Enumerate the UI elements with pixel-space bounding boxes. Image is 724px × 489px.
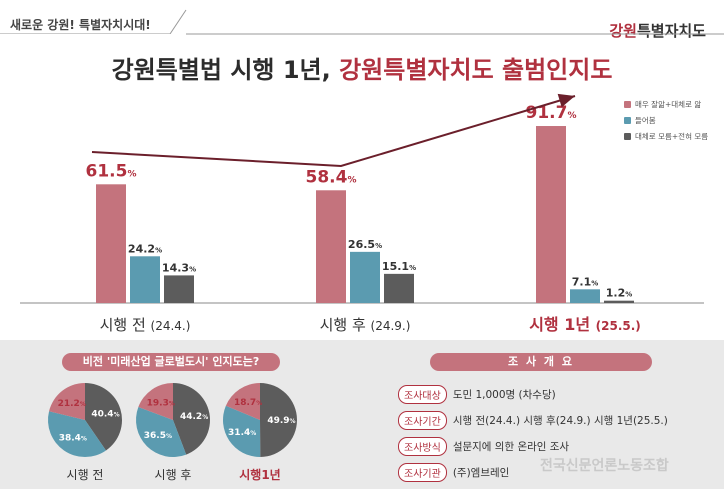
header-rule: [186, 33, 724, 35]
pie-value-0-1: 38.4%: [59, 434, 87, 444]
pie-value-2-2: 49.9%: [267, 416, 295, 426]
tick-label-0: 시행 전 (24.4.): [100, 316, 191, 334]
brand-prefix: 강원: [609, 22, 637, 40]
chart-legend: 매우 잘앎+대체로 앎 들어봄 대체로 모름+전혀 모름: [624, 96, 708, 144]
data-label-2-1: 15.1%: [382, 260, 416, 273]
data-label-1-1: 26.5%: [348, 238, 382, 251]
bar-1-1: [350, 251, 380, 303]
pie-slice-0-1: [48, 411, 106, 458]
survey-value: 시행 전(24.4.) 시행 후(24.9.) 시행 1년(25.5.): [452, 415, 668, 427]
pie-label-before: 시행 전: [66, 468, 104, 482]
survey-value: 도민 1,000명 (차수당): [452, 389, 556, 401]
pie-value-1-1: 36.5%: [144, 431, 172, 441]
headline-accent: 강원특별자치도 출범인지도: [339, 56, 613, 84]
pie-slice-1-1: [136, 407, 187, 458]
pie-value-1-2: 44.2%: [180, 412, 208, 422]
data-label-1-2: 7.1%: [572, 275, 599, 288]
page-title: 강원특별법 시행 1년, 강원특별자치도 출범인지도: [0, 50, 724, 85]
legend-swatch: [624, 116, 631, 124]
trend-line: [91, 95, 576, 168]
survey-value: 설문지에 의한 온라인 조사: [452, 441, 570, 453]
legend-label: 대체로 모름+전혀 모름: [635, 131, 709, 141]
data-label-2-0: 14.3%: [162, 261, 196, 274]
data-label-0-0: 61.5%: [86, 161, 137, 181]
survey-section-title: 조 사 개 요: [430, 353, 652, 371]
brand-suffix: 특별자치도: [636, 22, 706, 40]
survey-key: 조사기관: [398, 463, 447, 482]
data-label-0-1: 58.4%: [306, 167, 357, 187]
pie-slice-2-2: [260, 383, 297, 457]
pie-slice-1-0: [138, 383, 173, 420]
bar-1-0: [130, 256, 160, 303]
pie-slice-0-0: [49, 383, 85, 420]
pie-value-0-0: 21.2%: [58, 399, 86, 409]
watermark: 전국신문언론노동조합: [540, 458, 669, 474]
pie-slice-2-0: [225, 383, 260, 420]
legend-item-heard: 들어봄: [624, 112, 708, 128]
data-label-2-2: 1.2%: [606, 287, 633, 300]
legend-label: 매우 잘앎+대체로 앎: [635, 99, 702, 109]
bar-1-2: [570, 289, 600, 303]
legend-item-very-aware: 매우 잘앎+대체로 앎: [624, 96, 708, 112]
bar-0-1: [316, 190, 346, 303]
bar-0-2: [536, 126, 566, 303]
tagline: 새로운 강원! 특별자치시대!: [10, 18, 151, 32]
pie-value-2-1: 31.4%: [228, 428, 256, 438]
bar-2-0: [164, 275, 194, 303]
trend-arrowhead: [557, 93, 575, 108]
tick-label-1: 시행 후 (24.9.): [320, 316, 411, 334]
bar-0-0: [96, 184, 126, 303]
data-label-1-0: 24.2%: [128, 242, 162, 255]
pie-slice-2-1: [223, 405, 261, 457]
legend-swatch: [624, 132, 631, 140]
survey-row-agency: 조사기관 (주)엠브레인: [398, 463, 509, 482]
tick-label-2: 시행 1년 (25.5.): [529, 315, 641, 334]
pie-label-after: 시행 후: [154, 468, 192, 482]
bar-2-1: [384, 273, 414, 303]
brand-logo: 강원특별자치도: [609, 20, 706, 41]
survey-row-target: 조사대상 도민 1,000명 (차수당): [398, 385, 556, 404]
survey-key: 조사방식: [398, 437, 447, 456]
legend-item-not-aware: 대체로 모름+전혀 모름: [624, 128, 708, 144]
pie-label-one-year: 시행1년: [239, 468, 281, 482]
survey-key: 조사대상: [398, 385, 447, 404]
legend-label: 들어봄: [635, 115, 656, 125]
survey-key: 조사기간: [398, 411, 447, 430]
bar-2-2: [604, 300, 634, 303]
pie-slice-1-2: [173, 383, 211, 455]
survey-row-period: 조사기간 시행 전(24.4.) 시행 후(24.9.) 시행 1년(25.5.): [398, 411, 668, 430]
pie-section-title: 비전 '미래산업 글로벌도시' 인지도는?: [62, 353, 280, 371]
survey-row-method: 조사방식 설문지에 의한 온라인 조사: [398, 437, 569, 456]
legend-swatch: [624, 100, 631, 108]
pie-value-0-2: 40.4%: [91, 410, 119, 420]
bar-chart: 61.5% 24.2%14.3% 시행 전 (24.4.) 58.4% 26.5%15.…: [20, 93, 704, 334]
pie-value-1-0: 19.3%: [147, 398, 175, 408]
pie-slice-0-2: [85, 383, 122, 451]
survey-value: (주)엠브레인: [452, 467, 510, 479]
pie-value-2-0: 18.7%: [234, 398, 262, 408]
tagline-tab: 새로운 강원! 특별자치시대!: [0, 0, 200, 34]
headline-main: 강원특별법 시행 1년,: [111, 56, 340, 84]
